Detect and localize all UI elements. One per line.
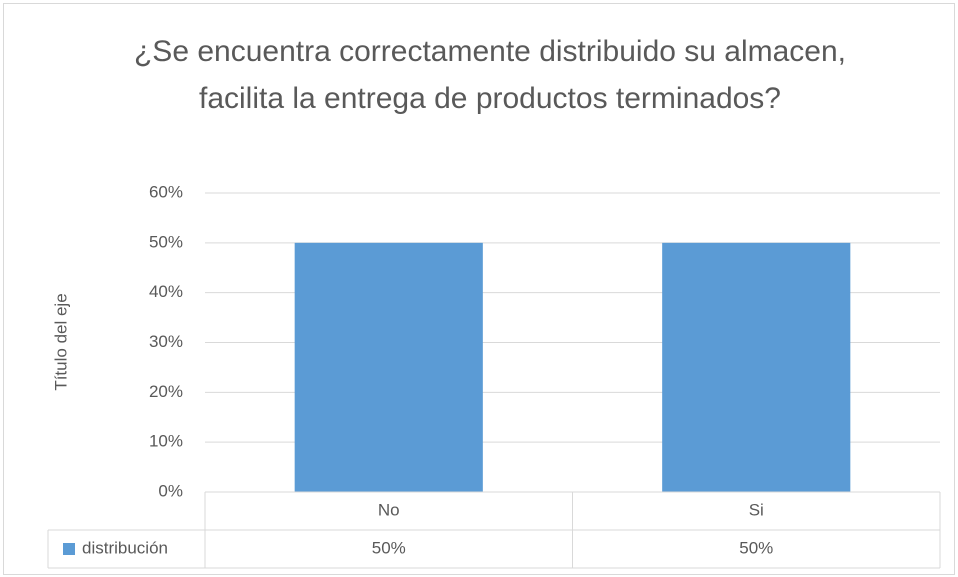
y-tick-label: 40% <box>149 282 183 301</box>
bar <box>662 242 851 492</box>
chart-title: ¿Se encuentra correctamente distribuido … <box>133 35 847 115</box>
legend-swatch <box>63 543 75 555</box>
x-tick-label: No <box>378 500 400 519</box>
y-tick-label: 50% <box>149 232 183 251</box>
y-tick-label: 30% <box>149 332 183 351</box>
table-value: 50% <box>739 538 773 557</box>
y-tick-label: 20% <box>149 382 183 401</box>
y-tick-label: 60% <box>149 182 183 201</box>
legend-label: distribución <box>82 538 168 557</box>
table-value: 50% <box>372 538 406 557</box>
y-axis-title: Título del eje <box>51 293 70 390</box>
y-tick-label: 0% <box>158 481 183 500</box>
x-tick-label: Si <box>749 500 764 519</box>
y-tick-label: 10% <box>149 432 183 451</box>
bar <box>294 242 483 492</box>
